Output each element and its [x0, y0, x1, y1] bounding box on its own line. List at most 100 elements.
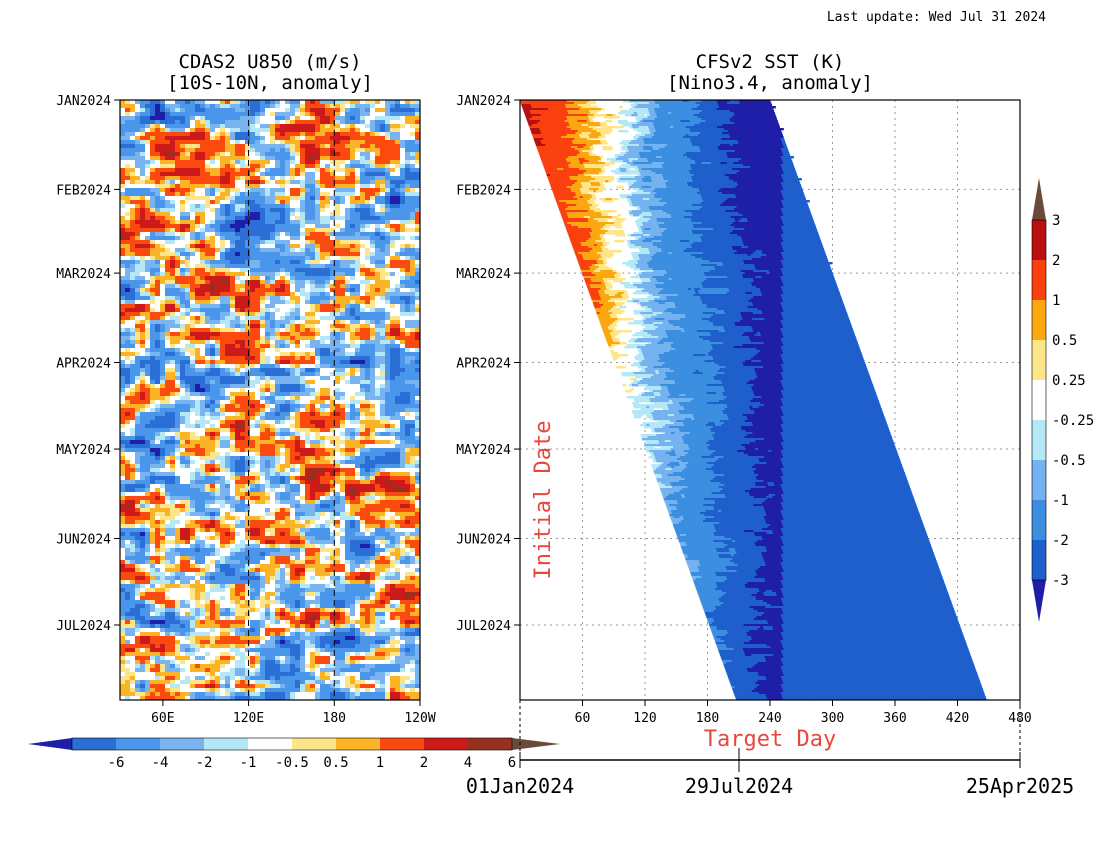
- heat-cell: [370, 380, 376, 385]
- heat-cell: [230, 196, 236, 201]
- heat-cell: [295, 248, 301, 253]
- heat-cell: [265, 280, 271, 285]
- heat-cell: [360, 224, 366, 229]
- heat-cell: [205, 336, 211, 341]
- heat-cell: [295, 204, 301, 209]
- heat-cell: [240, 284, 246, 289]
- heat-cell: [415, 288, 420, 293]
- heat-cell: [195, 156, 201, 161]
- heat-cell: [265, 248, 271, 253]
- heat-cell: [220, 252, 226, 257]
- heat-cell: [280, 392, 286, 397]
- heat-cell: [340, 428, 346, 433]
- heat-cell: [355, 360, 361, 365]
- heat-cell: [290, 124, 296, 129]
- heat-cell: [310, 352, 316, 357]
- heat-cell: [135, 336, 141, 341]
- heat-cell: [255, 308, 261, 313]
- heat-cell: [210, 236, 216, 241]
- heat-cell: [255, 360, 261, 365]
- heat-cell: [260, 232, 266, 237]
- heat-cell: [330, 180, 336, 185]
- heat-cell: [160, 320, 166, 325]
- heat-cell: [365, 180, 371, 185]
- heat-cell: [135, 148, 141, 153]
- heat-cell: [200, 192, 206, 197]
- heat-cell: [295, 408, 301, 413]
- heat-cell: [410, 360, 416, 365]
- heat-cell: [220, 200, 226, 205]
- heat-cell: [220, 268, 226, 273]
- heat-cell: [180, 360, 186, 365]
- heat-cell: [305, 124, 311, 129]
- heat-cell: [225, 356, 231, 361]
- heat-cell: [340, 276, 346, 281]
- heat-cell: [125, 424, 131, 429]
- heat-cell: [305, 276, 311, 281]
- heat-cell: [185, 184, 191, 189]
- heat-cell: [400, 236, 406, 241]
- heat-cell: [260, 136, 266, 141]
- heat-cell: [390, 212, 396, 217]
- heat-cell: [165, 152, 171, 157]
- heat-cell: [270, 196, 276, 201]
- heat-cell: [170, 364, 176, 369]
- heat-cell: [380, 340, 386, 345]
- heat-cell: [400, 100, 406, 105]
- heat-cell: [355, 148, 361, 153]
- heat-cell: [345, 172, 351, 177]
- heat-cell: [260, 376, 266, 381]
- heat-cell: [375, 340, 381, 345]
- heat-cell: [330, 160, 336, 165]
- heat-cell: [155, 432, 161, 437]
- heat-cell: [210, 100, 216, 105]
- heat-cell: [410, 120, 416, 125]
- heat-cell: [255, 228, 261, 233]
- heat-cell: [370, 268, 376, 273]
- heat-cell: [300, 176, 306, 181]
- heat-cell: [415, 356, 420, 361]
- heat-cell: [310, 116, 316, 121]
- heat-cell: [140, 228, 146, 233]
- heat-cell: [245, 160, 251, 165]
- heat-cell: [355, 364, 361, 369]
- heat-cell: [320, 264, 326, 269]
- heat-cell: [340, 324, 346, 329]
- heat-cell: [205, 272, 211, 277]
- heat-cell: [345, 248, 351, 253]
- heat-cell: [310, 196, 316, 201]
- heat-cell: [365, 408, 371, 413]
- heat-cell: [230, 120, 236, 125]
- heat-cell: [410, 324, 416, 329]
- heat-cell: [350, 344, 356, 349]
- heat-cell: [195, 168, 201, 173]
- heat-cell: [205, 116, 211, 121]
- heat-cell: [155, 136, 161, 141]
- heat-cell: [295, 428, 301, 433]
- heat-cell: [385, 128, 391, 133]
- heat-cell: [185, 208, 191, 213]
- heat-cell: [395, 140, 401, 145]
- heat-cell: [125, 176, 131, 181]
- heat-cell: [190, 188, 196, 193]
- heat-cell: [215, 340, 221, 345]
- heat-cell: [375, 320, 381, 325]
- heat-cell: [375, 240, 381, 245]
- heat-cell: [265, 160, 271, 165]
- heat-cell: [305, 220, 311, 225]
- heat-cell: [285, 148, 291, 153]
- heat-cell: [120, 360, 126, 365]
- heat-cell: [205, 188, 211, 193]
- heat-cell: [250, 256, 256, 261]
- heat-cell: [190, 348, 196, 353]
- heat-cell: [355, 328, 361, 333]
- heat-cell: [260, 248, 266, 253]
- heat-cell: [320, 356, 326, 361]
- heat-cell: [310, 384, 316, 389]
- heat-cell: [145, 288, 151, 293]
- heat-cell: [185, 416, 191, 421]
- heat-cell: [180, 364, 186, 369]
- heat-cell: [210, 252, 216, 257]
- heat-cell: [140, 116, 146, 121]
- heat-cell: [225, 412, 231, 417]
